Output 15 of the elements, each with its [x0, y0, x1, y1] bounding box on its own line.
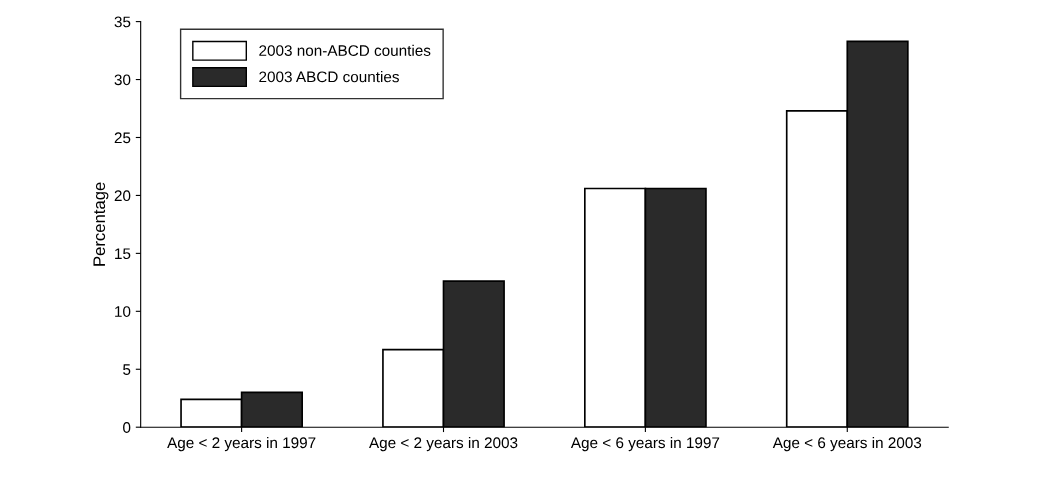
y-tick-label: 30 [114, 74, 131, 86]
y-tick-label: 15 [115, 248, 131, 260]
x-tick-label: Age < 2 years in 1997 [167, 436, 316, 452]
y-tick-label: 25 [114, 132, 131, 144]
x-tick-label: Age < 2 years in 2003 [369, 436, 518, 452]
y-tick-label: 5 [123, 364, 131, 375]
y-axis-title: Percentage [93, 182, 109, 266]
x-tick-label: Age < 6 years in 2003 [772, 436, 922, 452]
y-tick-label: 35 [114, 16, 131, 28]
legend-label: 2003 non-ABCD counties [259, 44, 431, 56]
legend-label: 2003 ABCD counties [259, 71, 399, 83]
y-tick-label: 20 [114, 190, 131, 202]
y-tick-label: 10 [115, 306, 131, 317]
x-tick-label: Age < 6 years in 1997 [570, 436, 720, 452]
y-tick-label: 0 [123, 422, 131, 433]
